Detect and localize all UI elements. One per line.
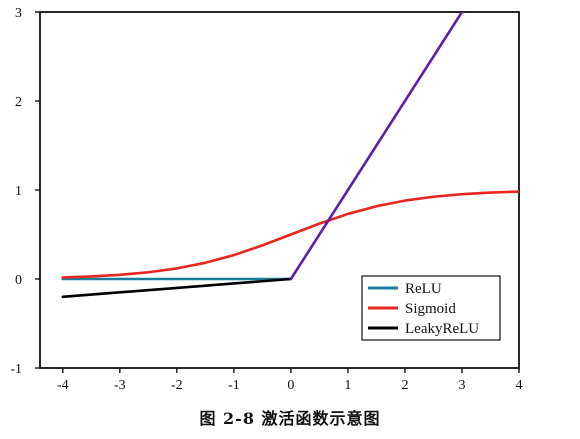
legend-label-relu: ReLU — [405, 281, 442, 297]
series-line-leakyrelu — [61, 277, 293, 299]
x-tick-label: -3 — [114, 378, 126, 393]
legend-label-leakyrelu: LeakyReLU — [405, 321, 479, 337]
figure-caption: 图 2-8 激活函数示意图 — [199, 409, 381, 428]
x-tick-label: -4 — [57, 378, 69, 393]
x-tick-label: 3 — [458, 378, 465, 393]
activation-function-chart: -4 -3 -2 -1 0 1 2 3 4 -1 0 1 2 3 ReLU Sigmoid LeakyReLU — [10, 6, 522, 393]
x-tick-label: 1 — [344, 378, 351, 393]
y-tick-label: 3 — [15, 6, 22, 21]
series-line-linear-positive — [289, 12, 464, 281]
x-tick-label: -2 — [171, 378, 183, 393]
legend: ReLU Sigmoid LeakyReLU — [361, 275, 501, 341]
x-tick-label: -1 — [228, 378, 240, 393]
axes: -4 -3 -2 -1 0 1 2 3 4 -1 0 1 2 3 — [10, 6, 522, 393]
x-tick-label: 4 — [516, 378, 523, 393]
legend-label-sigmoid: Sigmoid — [405, 301, 456, 317]
series-group — [61, 12, 519, 299]
x-tick-label: 0 — [287, 378, 294, 393]
y-tick-label: 2 — [15, 95, 22, 110]
y-tick-label: 1 — [15, 184, 22, 199]
series-line-sigmoid — [61, 190, 519, 279]
y-tick-label: -1 — [10, 362, 22, 377]
x-tick-label: 2 — [401, 378, 408, 393]
y-tick-label: 0 — [15, 273, 22, 288]
